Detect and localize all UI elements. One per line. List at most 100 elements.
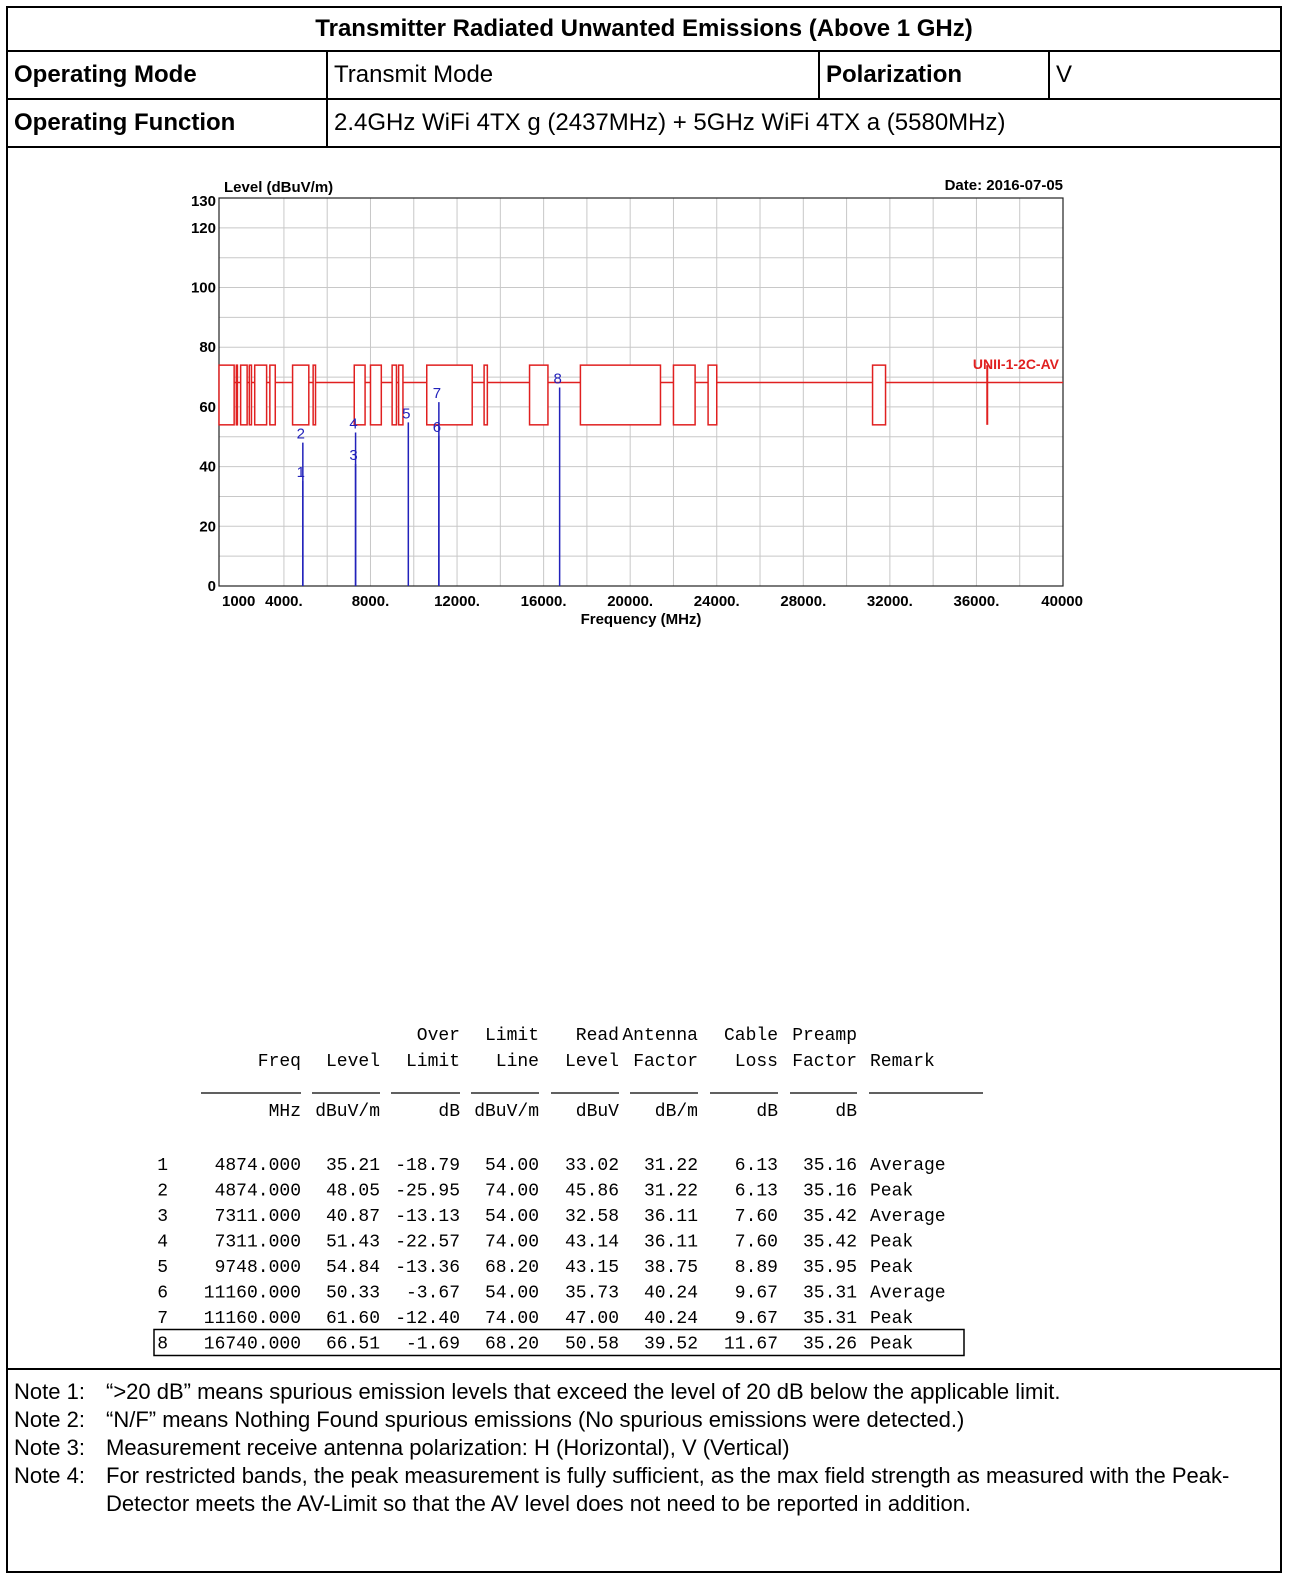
table-cell: 6.13 [735, 1182, 778, 1202]
table-cell: 50.58 [565, 1335, 619, 1355]
limit-band-box [248, 364, 253, 426]
y-tick-label: 100 [191, 280, 216, 297]
table-cell: 6 [157, 1284, 168, 1304]
table-cell: 68.20 [485, 1258, 539, 1278]
x-tick-label: 4000. [265, 593, 303, 610]
table-cell: 74.00 [485, 1309, 539, 1329]
table-cell: 35.31 [803, 1284, 857, 1304]
limit-band-box [235, 364, 239, 426]
y-tick-label: 80 [199, 339, 216, 356]
table-cell: 4 [157, 1233, 168, 1253]
limit-band-box [291, 364, 310, 426]
limit-band-box [871, 364, 887, 426]
table-cell: 11160.000 [204, 1284, 301, 1304]
table-cell: 45.86 [565, 1182, 619, 1202]
table-header: Level [326, 1052, 380, 1072]
table-cell: -25.95 [395, 1182, 460, 1202]
marker-label: 2 [297, 426, 305, 443]
table-cell: 16740.000 [204, 1335, 301, 1355]
limit-band-box [672, 364, 696, 426]
table-cell: 11160.000 [204, 1309, 301, 1329]
limit-band-box [426, 364, 473, 426]
x-tick-label: 12000. [434, 593, 480, 610]
operating-mode-label: Operating Mode [14, 61, 197, 88]
table-cell: 31.22 [644, 1156, 698, 1176]
table-cell: 66.51 [326, 1335, 380, 1355]
table-header: Factor [633, 1052, 698, 1072]
limit-band-box [353, 364, 366, 426]
x-tick-label: 32000. [867, 593, 913, 610]
table-header: Limit [485, 1026, 539, 1046]
marker-label: 6 [433, 419, 441, 436]
table-cell: 33.02 [565, 1156, 619, 1176]
table-cell: Average [870, 1207, 946, 1227]
y-tick-label: 120 [191, 220, 216, 237]
table-cell: 3 [157, 1207, 168, 1227]
table-cell: Peak [870, 1335, 913, 1355]
limit-band-box [579, 364, 662, 426]
polarization-value: V [1056, 61, 1073, 88]
table-cell: 54.00 [485, 1207, 539, 1227]
marker-label: 4 [349, 416, 357, 433]
table-header: Loss [735, 1052, 778, 1072]
table-header: Limit [406, 1052, 460, 1072]
table-unit: dB [756, 1102, 778, 1122]
table-cell: Peak [870, 1309, 913, 1329]
table-cell: 47.00 [565, 1309, 619, 1329]
y-tick-label: 0 [208, 578, 216, 595]
y-tick-label: 130 [191, 193, 216, 210]
table-cell: 11.67 [724, 1335, 778, 1355]
table-cell: 74.00 [485, 1182, 539, 1202]
table-cell: Peak [870, 1233, 913, 1253]
table-header: Level [565, 1052, 619, 1072]
table-unit: dB [835, 1102, 857, 1122]
table-cell: 4874.000 [215, 1156, 301, 1176]
table-cell: 7 [157, 1309, 168, 1329]
limit-band-box [369, 364, 383, 426]
highlighted-row-box [153, 1328, 965, 1357]
table-cell: Peak [870, 1182, 913, 1202]
table-header: Read [576, 1026, 619, 1046]
table-cell: Peak [870, 1258, 913, 1278]
limit-band-box [239, 364, 248, 426]
marker-label: 7 [433, 385, 441, 402]
table-cell: Average [870, 1156, 946, 1176]
table-cell: -13.36 [395, 1258, 460, 1278]
note-2: Note 2: “N/F” means Nothing Found spuriou… [14, 1407, 965, 1432]
limit-band-box [253, 364, 268, 426]
table-cell: 50.33 [326, 1284, 380, 1304]
table-cell: 35.21 [326, 1156, 380, 1176]
table-cell: -13.13 [395, 1207, 460, 1227]
table-cell: 9.67 [735, 1309, 778, 1329]
table-cell: 4874.000 [215, 1182, 301, 1202]
table-cell: 40.24 [644, 1284, 698, 1304]
table-cell: 6.13 [735, 1156, 778, 1176]
measurement-table: Over Limit Read Antenna Cable Preamp Freq Level… [153, 1026, 983, 1357]
y-axis-label: Level (dBuV/m) [224, 179, 333, 196]
table-cell: 36.11 [644, 1207, 698, 1227]
limit-band-box [397, 364, 404, 426]
table-cell: 35.26 [803, 1335, 857, 1355]
x-tick-label: 1000 [222, 593, 255, 610]
polarization-label: Polarization [826, 61, 963, 88]
x-tick-label: 24000. [694, 593, 740, 610]
operating-function-row: Operating Function 2.4GHz WiFi 4TX g (24… [8, 100, 1280, 148]
table-cell: -12.40 [395, 1309, 460, 1329]
operating-mode-row: Operating Mode Transmit Mode Polarizatio… [8, 52, 1280, 100]
table-cell: 54.84 [326, 1258, 380, 1278]
x-tick-label: 36000. [953, 593, 999, 610]
table-unit: MHz [269, 1102, 301, 1122]
x-tick-label: 16000. [521, 593, 567, 610]
table-cell: 7.60 [735, 1207, 778, 1227]
y-tick-label: 20 [199, 518, 216, 535]
table-cell: 61.60 [326, 1309, 380, 1329]
table-cell: 32.58 [565, 1207, 619, 1227]
table-unit: dB/m [655, 1102, 698, 1122]
table-header: Factor [792, 1052, 857, 1072]
table-cell: 43.15 [565, 1258, 619, 1278]
title-row: Transmitter Radiated Unwanted Emissions … [8, 8, 1280, 52]
page-title: Transmitter Radiated Unwanted Emissions … [315, 15, 973, 42]
table-header: Antenna [622, 1026, 698, 1046]
limit-band-box [312, 364, 317, 426]
